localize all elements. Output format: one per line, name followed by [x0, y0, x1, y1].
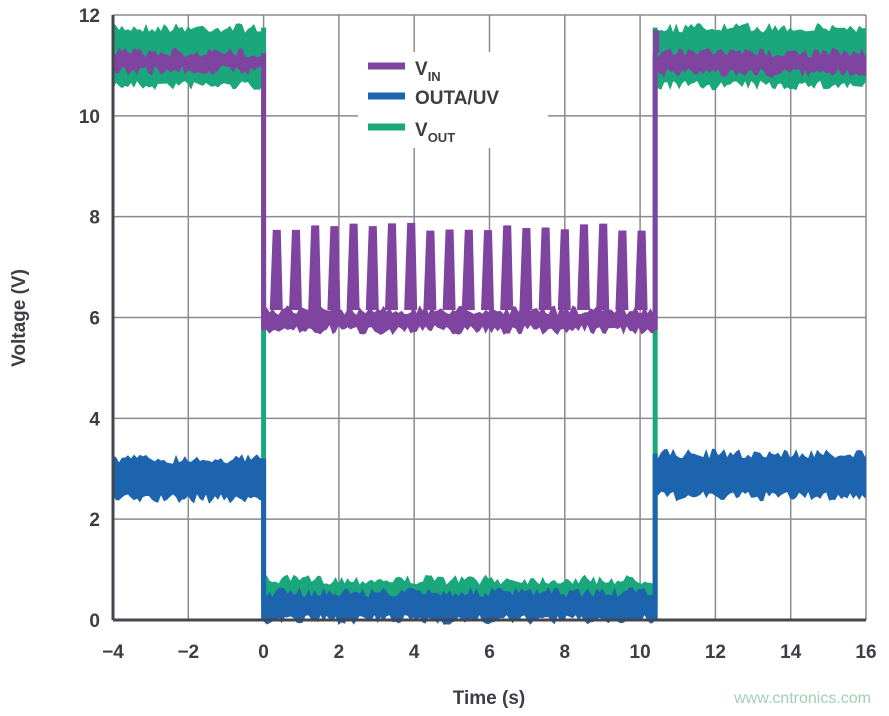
- legend: VIN OUTA/UV VOUT: [358, 52, 548, 148]
- x-axis-label: Time (s): [453, 688, 526, 709]
- axes: [111, 15, 866, 622]
- y-tick-label: 8: [89, 208, 100, 229]
- x-tick-label: 16: [855, 642, 876, 663]
- x-tick-label: −2: [177, 642, 199, 663]
- vin-spike: [461, 229, 475, 310]
- vin-spike: [365, 226, 379, 310]
- vin-spike: [423, 230, 437, 310]
- x-tick-label: 8: [560, 642, 571, 663]
- series-band: [113, 47, 264, 76]
- tick-labels: −4 −2 0 2 4 6 8 10 12 14 16 0 2 4 6 8 10 12: [79, 6, 877, 663]
- watermark: www.cntronics.com: [734, 690, 871, 707]
- legend-label-vin: VIN: [415, 59, 441, 84]
- legend-label-outa-uv: OUTA/UV: [415, 88, 499, 109]
- series-band: [655, 448, 866, 502]
- transition-edge: [261, 52, 267, 331]
- vin-spike: [327, 226, 341, 310]
- vin-spike: [596, 223, 610, 310]
- x-tick-label: 14: [780, 642, 802, 663]
- series-band: [655, 48, 866, 78]
- vin-spike: [500, 225, 514, 310]
- x-tick-label: −4: [102, 642, 124, 663]
- y-tick-label: 0: [89, 611, 100, 632]
- vin-spike: [615, 230, 629, 310]
- series-outa-uv: [113, 448, 866, 625]
- vin-spike: [269, 229, 283, 310]
- vin-spike: [634, 230, 648, 310]
- series-band: [113, 454, 264, 504]
- y-tick-label: 4: [89, 409, 100, 430]
- vin-spike: [308, 225, 322, 310]
- legend-label-vout: VOUT: [415, 120, 455, 145]
- x-tick-label: 2: [334, 642, 345, 663]
- vin-spike: [538, 227, 552, 310]
- transition-edge: [261, 458, 267, 620]
- x-tick-label: 12: [705, 642, 726, 663]
- vin-spike: [480, 230, 494, 310]
- overshoot: [653, 30, 660, 53]
- vin-spike: [577, 224, 591, 310]
- transition-edge: [652, 453, 658, 620]
- vin-spike: [384, 223, 398, 310]
- y-tick-label: 2: [89, 510, 100, 531]
- vin-spike: [288, 229, 302, 310]
- series-vin: [113, 30, 866, 335]
- series-band: [263, 587, 656, 625]
- y-tick-label: 12: [79, 6, 100, 27]
- y-axis-label: Voltage (V): [9, 269, 30, 367]
- x-tick-label: 10: [630, 642, 651, 663]
- vin-spike: [404, 222, 418, 310]
- x-tick-label: 4: [409, 642, 420, 663]
- vin-spike: [557, 229, 571, 310]
- y-tick-label: 10: [79, 107, 100, 128]
- vin-spike: [346, 223, 360, 310]
- vin-spike: [519, 227, 533, 310]
- x-tick-label: 6: [484, 642, 495, 663]
- x-tick-label: 0: [258, 642, 269, 663]
- series-layer: [113, 22, 866, 625]
- vin-spike: [442, 229, 456, 310]
- y-tick-label: 6: [89, 309, 100, 330]
- series-band: [263, 305, 656, 335]
- transition-edge: [652, 52, 658, 331]
